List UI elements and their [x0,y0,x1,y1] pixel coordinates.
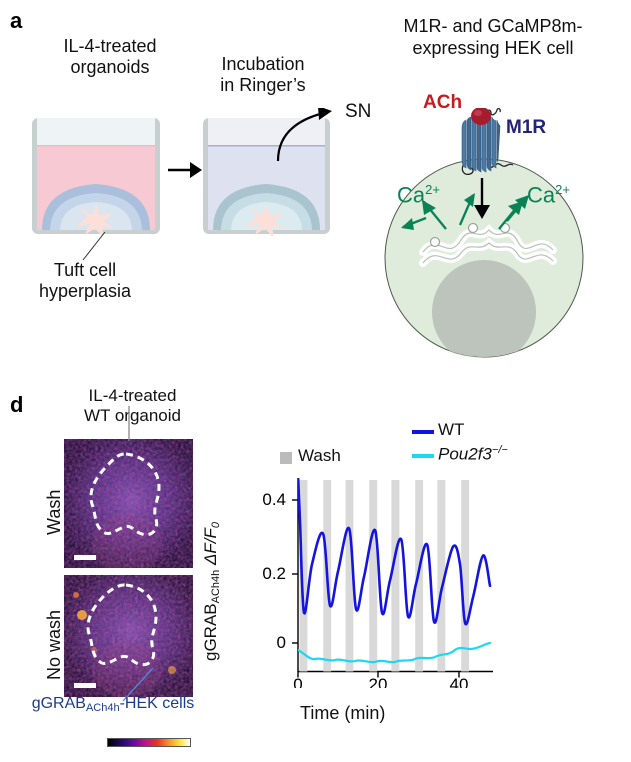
svg-text:0.4: 0.4 [262,490,286,509]
svg-text:20: 20 [369,675,388,688]
svg-text:0: 0 [293,675,302,688]
svg-text:0.2: 0.2 [262,564,286,583]
svg-text:0: 0 [277,633,286,652]
svg-text:40: 40 [450,675,469,688]
